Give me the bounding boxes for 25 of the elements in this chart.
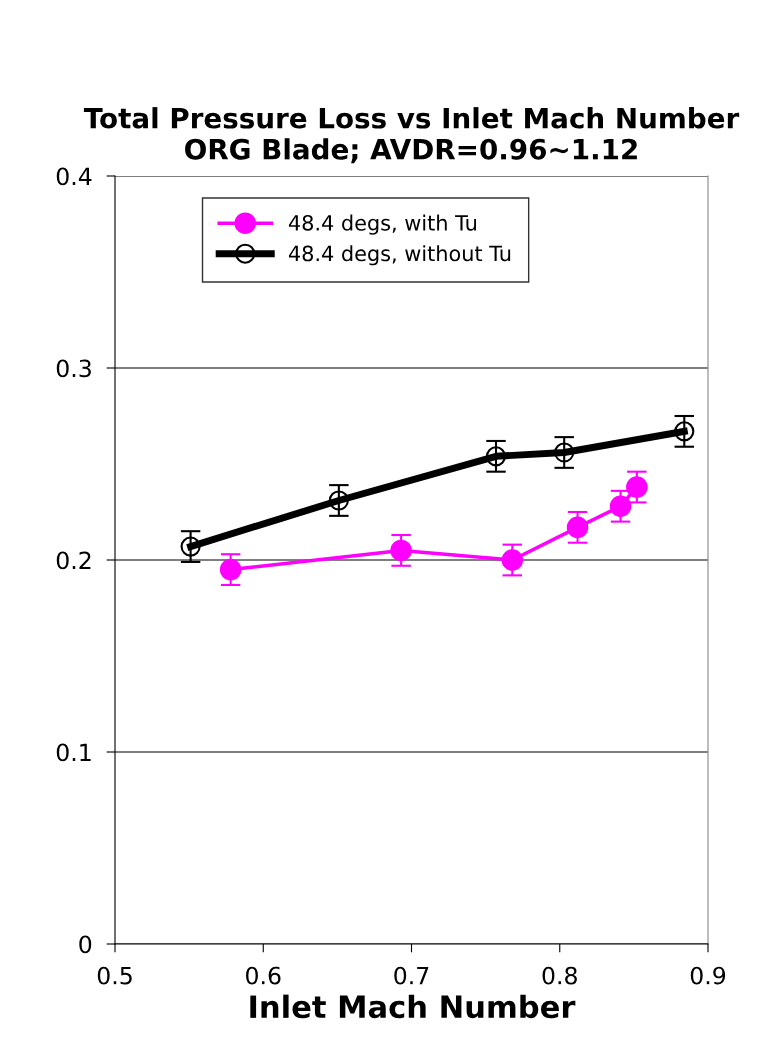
y-tick-label: 0.1 [56,743,91,762]
y-tick-label: 0 [79,935,92,954]
x-tick-label: 0.8 [542,966,577,985]
point [566,516,589,539]
y-tick-label: 0.3 [56,359,91,378]
point [554,442,575,463]
x-tick-label: 0.6 [246,966,281,985]
x-tick-label: 0.5 [97,966,132,985]
y-tick-label: 0.4 [56,167,92,186]
y-tick-label: 0.2 [56,551,91,570]
chart-title: Total Pressure Loss vs Inlet Mach Number ORG Blade; AVDR=0.96~1.12 [83,107,740,164]
x-tick-label: 0.7 [394,966,429,985]
point [219,558,242,581]
x-axis-title: Inlet Mach Number [250,994,576,1019]
point [501,549,524,571]
x-tick-label: 0.9 [690,966,726,985]
point [674,421,695,442]
point [626,476,648,498]
point [390,539,412,562]
point [609,495,632,517]
legend-label: 48.4 degs, without Tu [288,245,511,266]
point [328,490,349,511]
legend-label: 48.4 degs, with Tu [288,214,477,235]
point [180,536,201,557]
point [485,446,507,467]
